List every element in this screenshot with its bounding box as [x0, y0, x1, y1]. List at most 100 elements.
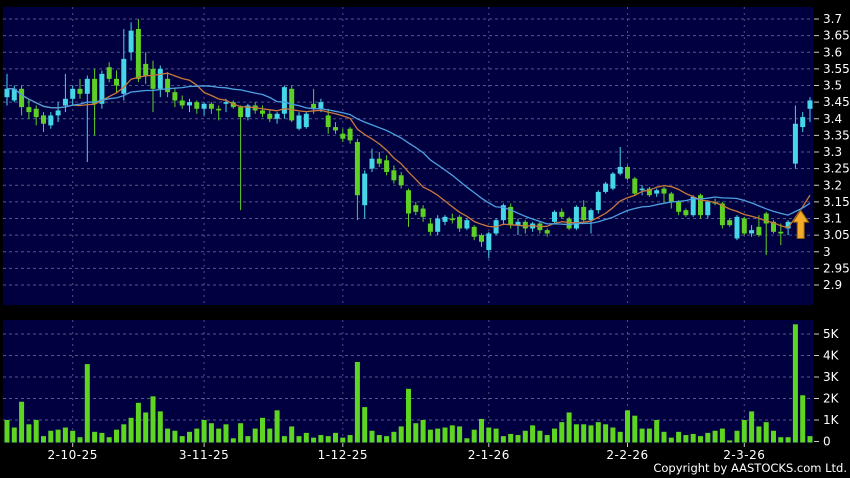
- candle-body: [398, 175, 404, 186]
- candle-body: [62, 98, 68, 106]
- candle-body: [486, 233, 492, 251]
- candle-body: [238, 107, 244, 118]
- volume-bar: [70, 430, 76, 443]
- candle-body: [354, 142, 360, 196]
- candle-body: [603, 183, 609, 192]
- candle-body: [281, 87, 287, 114]
- volume-bar: [77, 437, 83, 443]
- candle-body: [479, 235, 484, 242]
- volume-bar: [157, 411, 163, 443]
- volume-bar: [216, 428, 222, 443]
- candle-body: [792, 123, 798, 164]
- volume-bar: [187, 431, 192, 443]
- candle-body: [698, 195, 703, 216]
- price-tick-label: 3.3: [823, 145, 842, 159]
- volume-bar: [639, 428, 645, 443]
- volume-bar: [303, 432, 309, 443]
- candle-body: [420, 208, 426, 217]
- candle-body: [442, 216, 448, 222]
- volume-bar: [493, 428, 499, 443]
- volume-bar: [435, 428, 441, 443]
- volume-bar: [479, 418, 484, 443]
- candle-body: [807, 100, 813, 109]
- copyright-text: Copyright by AASTOCKS.com Ltd.: [653, 461, 847, 475]
- volume-bar: [143, 412, 149, 443]
- volume-bar: [296, 436, 302, 443]
- volume-bar: [690, 433, 696, 443]
- price-tick-label: 3.2: [823, 178, 842, 192]
- volume-bar: [603, 424, 609, 443]
- volume-bar: [588, 425, 594, 443]
- volume-bar: [99, 432, 105, 443]
- volume-bar: [165, 428, 171, 443]
- volume-bar: [566, 412, 572, 443]
- volume-bar: [646, 428, 652, 443]
- volume-bar: [617, 431, 623, 443]
- candle-body: [683, 210, 689, 216]
- candle-body: [172, 92, 178, 101]
- volume-bar: [150, 396, 156, 443]
- candle-body: [719, 203, 725, 226]
- candle-body: [384, 160, 390, 172]
- candle-body: [33, 108, 39, 118]
- candle-body: [92, 78, 98, 104]
- candle-body: [223, 102, 229, 104]
- price-tick-label: 3.6: [823, 45, 842, 59]
- price-tick-label: 3: [823, 245, 831, 259]
- price-tick-label: 3.7: [823, 12, 842, 26]
- price-tick-label: 3.5: [823, 79, 842, 93]
- candle-body: [391, 170, 397, 181]
- volume-bar: [712, 430, 718, 443]
- volume-bar: [26, 424, 32, 443]
- volume-bar: [508, 433, 514, 443]
- volume-bar: [719, 428, 725, 443]
- candle-body: [216, 108, 222, 111]
- volume-bar: [661, 431, 667, 443]
- candle-body: [333, 127, 338, 131]
- candle-body: [267, 113, 273, 119]
- candle-body: [11, 88, 17, 101]
- candle-body: [41, 115, 46, 124]
- volume-bar: [128, 417, 134, 443]
- candle-body: [500, 205, 506, 221]
- date-label: 2-10-25: [47, 448, 98, 462]
- candle-body: [573, 206, 579, 229]
- candle-body: [734, 216, 740, 239]
- volume-tick-label: 4K: [823, 349, 840, 363]
- volume-bar: [172, 430, 178, 443]
- volume-bar: [340, 437, 346, 443]
- volume-bar: [369, 430, 375, 443]
- candle-body: [311, 103, 317, 109]
- candle-body: [376, 158, 382, 164]
- price-tick-label: 2.95: [823, 261, 850, 275]
- price-tick-label: 3.1: [823, 212, 842, 226]
- volume-bar: [48, 430, 54, 443]
- candle-body: [427, 223, 433, 232]
- volume-bar: [179, 436, 185, 443]
- volume-bar: [559, 422, 565, 443]
- candle-body: [245, 105, 251, 118]
- candle-body: [260, 110, 265, 114]
- candle-body: [318, 102, 324, 109]
- volume-bar: [208, 423, 214, 443]
- volume-bar: [698, 436, 703, 443]
- candle-body: [632, 178, 638, 194]
- volume-bar: [55, 429, 61, 443]
- price-tick-label: 3.55: [823, 62, 850, 76]
- candle-body: [99, 73, 105, 104]
- candle-body: [508, 206, 514, 226]
- candle-body: [588, 210, 594, 221]
- candle-body: [194, 102, 200, 109]
- candle-body: [4, 88, 10, 98]
- candle-body: [413, 205, 419, 212]
- volume-bar: [33, 420, 39, 443]
- volume-tick-label: 2K: [823, 392, 840, 406]
- volume-bar: [281, 436, 287, 443]
- date-label: 2-3-26: [723, 448, 766, 462]
- volume-bar: [11, 427, 17, 443]
- volume-bar: [354, 361, 360, 443]
- volume-bar: [610, 427, 616, 443]
- volume-bar: [668, 437, 674, 443]
- volume-bar: [654, 420, 660, 443]
- volume-bar: [771, 430, 776, 443]
